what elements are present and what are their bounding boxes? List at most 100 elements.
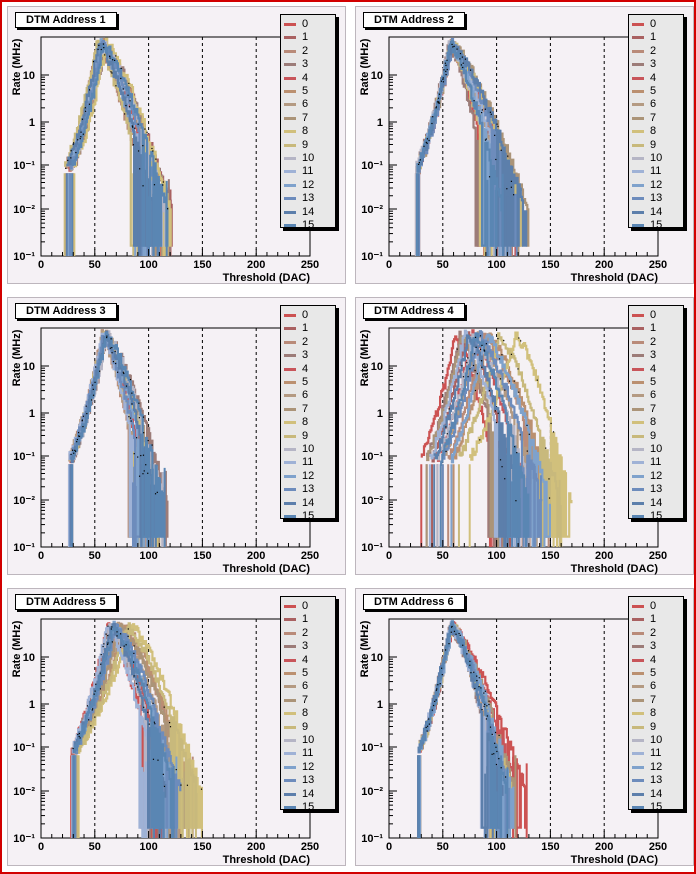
legend-entry: 11 <box>281 747 335 760</box>
y-tick-label: 10⁻¹ <box>361 742 383 754</box>
legend-swatch <box>632 130 644 134</box>
legend-label: 11 <box>302 747 314 760</box>
data-marker <box>508 380 511 382</box>
legend-swatch <box>632 23 644 26</box>
data-marker <box>506 188 508 190</box>
data-marker <box>476 675 478 677</box>
legend-label: 2 <box>650 335 657 348</box>
legend-swatch <box>284 779 296 783</box>
legend-label: 5 <box>302 376 309 388</box>
legend-swatch <box>284 631 296 635</box>
data-marker <box>142 185 144 187</box>
data-marker <box>91 384 94 386</box>
legend-label: 4 <box>650 362 657 375</box>
data-marker <box>501 354 503 356</box>
legend-entry: 15 <box>629 510 683 523</box>
data-marker <box>418 161 420 164</box>
x-tick-label: 100 <box>139 841 157 853</box>
data-marker <box>441 674 443 676</box>
legend-label: 3 <box>302 640 309 653</box>
data-marker <box>73 452 75 454</box>
legend-entry: 12 <box>629 761 683 774</box>
legend-swatch <box>284 170 296 174</box>
data-marker <box>111 626 113 628</box>
data-marker <box>128 82 130 84</box>
legend-label: 9 <box>650 429 657 442</box>
series-15 <box>415 40 504 256</box>
data-marker <box>550 422 552 425</box>
data-marker <box>486 705 488 707</box>
data-marker <box>65 167 67 169</box>
legend-entry: 8 <box>629 707 683 720</box>
data-marker <box>72 449 74 451</box>
data-marker <box>186 784 189 786</box>
data-marker <box>462 376 465 378</box>
series-line <box>469 331 573 538</box>
data-marker <box>445 70 447 72</box>
legend-entry: 4 <box>629 363 683 376</box>
y-tick-label: 10⁻¹ <box>13 160 35 172</box>
data-marker <box>507 155 509 157</box>
legend-entry: 3 <box>281 640 335 653</box>
data-marker <box>128 416 130 418</box>
data-marker <box>497 412 499 414</box>
data-marker <box>78 732 80 735</box>
legend-label: 9 <box>650 720 657 733</box>
data-marker <box>475 346 477 348</box>
legend-swatch <box>284 90 296 93</box>
data-marker <box>133 453 135 455</box>
data-marker <box>155 158 157 160</box>
data-marker <box>479 439 481 441</box>
legend-label: 7 <box>302 111 309 124</box>
legend-entry: 12 <box>281 470 335 483</box>
data-marker <box>519 434 521 436</box>
data-marker <box>481 709 483 711</box>
legend-entry: 7 <box>629 694 683 707</box>
x-tick-label: 250 <box>301 259 319 271</box>
legend-swatch <box>284 739 296 742</box>
legend-label: 0 <box>650 309 657 321</box>
data-marker <box>162 773 164 775</box>
legend-entry: 15 <box>629 801 683 814</box>
data-marker <box>132 144 134 146</box>
data-marker <box>114 59 116 61</box>
chart-panel: 0 50 100 150 200 250 10 1 10⁻¹ 10⁻² 10⁻¹ Threshold … <box>7 6 346 284</box>
legend-swatch <box>632 170 644 174</box>
data-marker <box>107 642 109 644</box>
series-line <box>417 40 528 247</box>
legend-label: 0 <box>302 309 309 321</box>
data-marker <box>495 158 497 161</box>
data-marker <box>474 369 476 372</box>
data-marker <box>526 424 528 426</box>
legend-label: 6 <box>302 98 309 111</box>
chart-legend: 0 1 2 3 4 5 6 7 8 9 10 11 12 13 14 15 <box>628 14 684 231</box>
legend-label: 7 <box>650 402 657 415</box>
data-marker <box>498 358 501 360</box>
legend-swatch <box>284 806 296 809</box>
data-marker <box>88 89 91 91</box>
data-marker <box>488 390 491 392</box>
data-marker <box>504 776 507 778</box>
legend-entry: 10 <box>281 443 335 456</box>
legend-swatch <box>284 381 296 384</box>
data-marker <box>518 337 520 339</box>
legend-swatch <box>284 76 296 80</box>
data-marker <box>515 500 517 502</box>
y-tick-label: 1 <box>29 117 35 129</box>
y-tick-label: 10⁻² <box>13 495 35 507</box>
legend-label: 13 <box>302 483 315 496</box>
data-marker <box>82 425 84 428</box>
data-marker <box>100 663 102 665</box>
data-marker <box>82 415 85 417</box>
data-marker <box>110 338 112 340</box>
legend-entry: 3 <box>281 58 335 71</box>
legend-label: 4 <box>650 653 657 666</box>
legend-label: 10 <box>650 152 663 164</box>
data-marker <box>488 700 490 702</box>
data-marker <box>124 113 126 115</box>
data-marker <box>99 672 101 674</box>
legend-swatch <box>284 314 296 317</box>
data-marker <box>436 688 438 690</box>
data-marker <box>460 64 463 66</box>
data-marker <box>499 378 502 380</box>
